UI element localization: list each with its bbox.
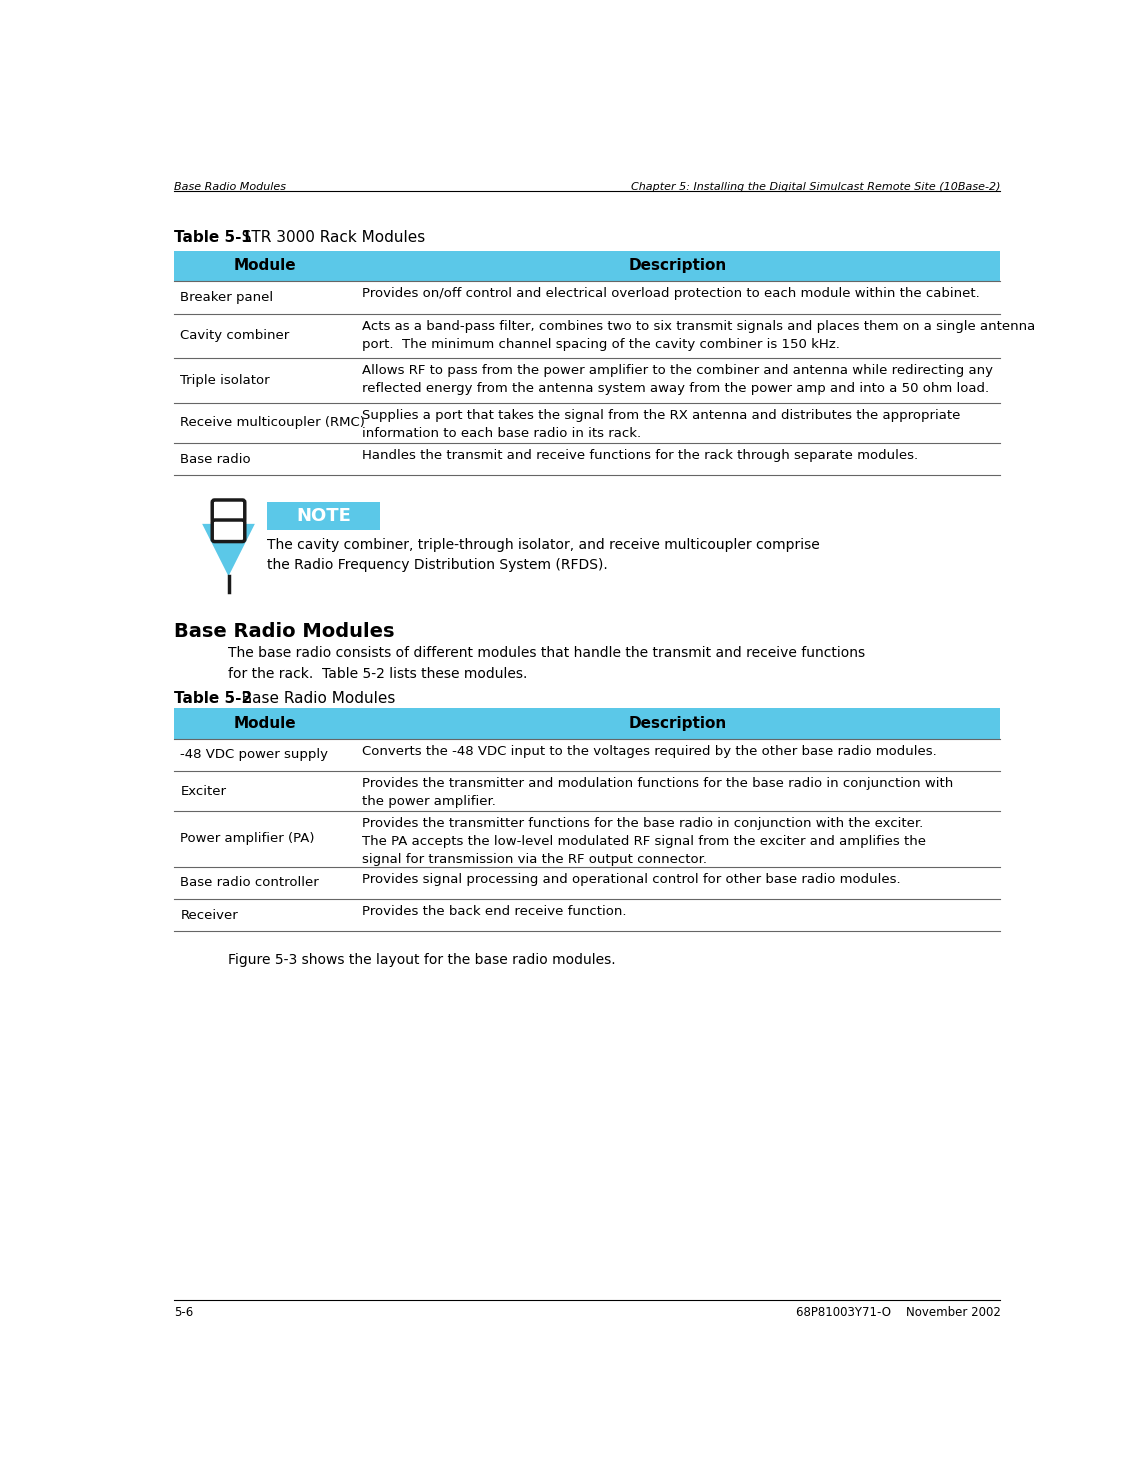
Text: Table 5-1: Table 5-1 bbox=[174, 229, 252, 245]
Text: Base Radio Modules: Base Radio Modules bbox=[227, 690, 395, 706]
Text: Converts the -48 VDC input to the voltages required by the other base radio modu: Converts the -48 VDC input to the voltag… bbox=[362, 745, 936, 758]
FancyBboxPatch shape bbox=[174, 708, 1000, 739]
FancyBboxPatch shape bbox=[267, 503, 379, 531]
Text: Base Radio Modules: Base Radio Modules bbox=[174, 182, 286, 192]
Text: Description: Description bbox=[629, 259, 727, 273]
Text: 5-6: 5-6 bbox=[174, 1307, 194, 1320]
Text: Allows RF to pass from the power amplifier to the combiner and antenna while red: Allows RF to pass from the power amplifi… bbox=[362, 365, 992, 396]
Text: Provides signal processing and operational control for other base radio modules.: Provides signal processing and operation… bbox=[362, 872, 901, 885]
Text: Chapter 5: Installing the Digital Simulcast Remote Site (10Base-2): Chapter 5: Installing the Digital Simulc… bbox=[631, 182, 1000, 192]
Text: Figure 5-3 shows the layout for the base radio modules.: Figure 5-3 shows the layout for the base… bbox=[228, 953, 617, 967]
Text: The cavity combiner, triple-through isolator, and receive multicoupler comprise
: The cavity combiner, triple-through isol… bbox=[267, 538, 821, 572]
Text: NOTE: NOTE bbox=[296, 507, 351, 525]
Text: Breaker panel: Breaker panel bbox=[180, 291, 274, 304]
Text: Provides on/off control and electrical overload protection to each module within: Provides on/off control and electrical o… bbox=[362, 287, 980, 300]
FancyBboxPatch shape bbox=[212, 500, 245, 522]
Text: Module: Module bbox=[234, 259, 296, 273]
Text: Power amplifier (PA): Power amplifier (PA) bbox=[180, 832, 315, 845]
Text: Provides the back end receive function.: Provides the back end receive function. bbox=[362, 905, 627, 918]
Text: Cavity combiner: Cavity combiner bbox=[180, 330, 290, 343]
Text: Description: Description bbox=[629, 715, 727, 730]
Text: STR 3000 Rack Modules: STR 3000 Rack Modules bbox=[227, 229, 425, 245]
Text: The base radio consists of different modules that handle the transmit and receiv: The base radio consists of different mod… bbox=[228, 646, 865, 681]
FancyBboxPatch shape bbox=[212, 520, 245, 541]
Text: Base radio controller: Base radio controller bbox=[180, 876, 320, 890]
Text: Provides the transmitter functions for the base radio in conjunction with the ex: Provides the transmitter functions for t… bbox=[362, 817, 926, 866]
Text: Acts as a band-pass filter, combines two to six transmit signals and places them: Acts as a band-pass filter, combines two… bbox=[362, 319, 1035, 350]
Text: Triple isolator: Triple isolator bbox=[180, 374, 270, 387]
Text: Module: Module bbox=[234, 715, 296, 730]
Text: Table 5-2: Table 5-2 bbox=[174, 690, 252, 706]
Text: 68P81003Y71-O    November 2002: 68P81003Y71-O November 2002 bbox=[795, 1307, 1000, 1320]
Text: Handles the transmit and receive functions for the rack through separate modules: Handles the transmit and receive functio… bbox=[362, 449, 918, 463]
Text: Receiver: Receiver bbox=[180, 909, 238, 921]
Text: Base radio: Base radio bbox=[180, 452, 251, 466]
Text: Receive multicoupler (RMC): Receive multicoupler (RMC) bbox=[180, 417, 366, 430]
Text: Exciter: Exciter bbox=[180, 785, 227, 798]
Text: Base Radio Modules: Base Radio Modules bbox=[174, 622, 394, 640]
Text: -48 VDC power supply: -48 VDC power supply bbox=[180, 748, 329, 761]
FancyBboxPatch shape bbox=[174, 250, 1000, 281]
Polygon shape bbox=[202, 523, 254, 576]
Text: Provides the transmitter and modulation functions for the base radio in conjunct: Provides the transmitter and modulation … bbox=[362, 777, 953, 808]
Text: Supplies a port that takes the signal from the RX antenna and distributes the ap: Supplies a port that takes the signal fr… bbox=[362, 409, 960, 440]
